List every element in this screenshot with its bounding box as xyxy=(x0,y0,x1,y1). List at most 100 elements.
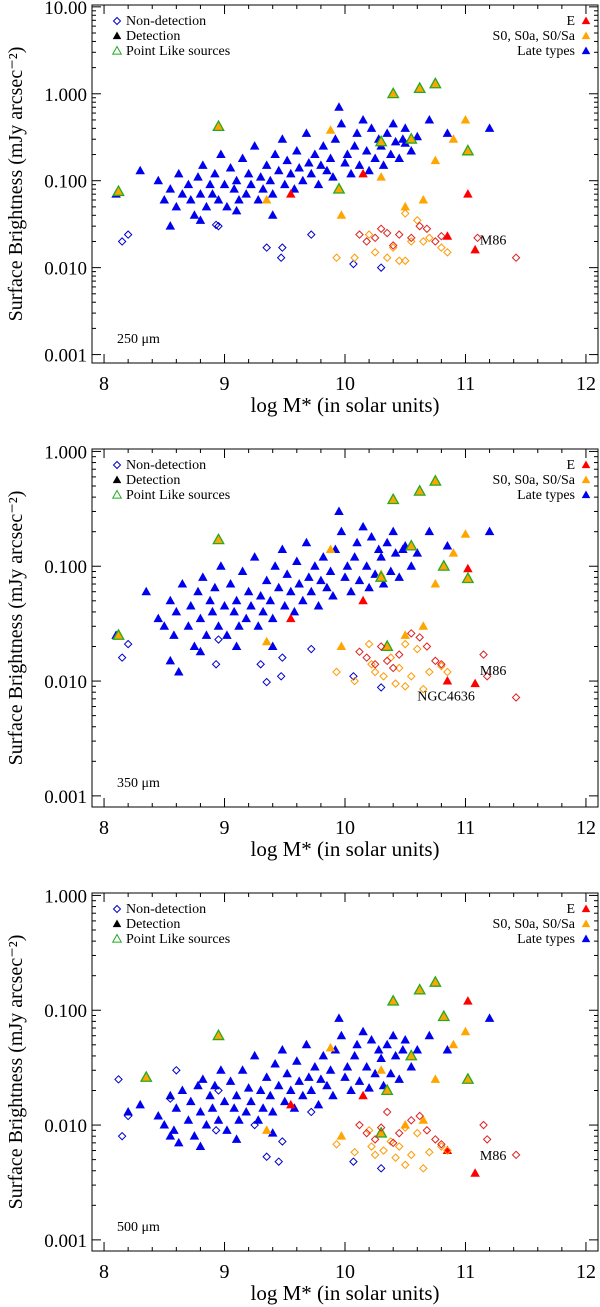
y-tick-label: 0.001 xyxy=(44,346,87,367)
detection-marker xyxy=(442,676,453,685)
data-points xyxy=(114,975,521,1177)
detection-marker xyxy=(322,582,332,592)
detection-marker xyxy=(261,160,272,169)
detection-marker xyxy=(165,221,176,230)
non-detection-marker xyxy=(376,1164,386,1173)
detection-marker xyxy=(330,134,341,143)
non-detection-marker xyxy=(362,237,371,246)
detection-marker xyxy=(280,601,290,610)
annotation-label: NGC4636 xyxy=(417,689,475,704)
non-detection-marker xyxy=(355,230,364,239)
wavelength-label: 250 μm xyxy=(117,332,160,347)
non-detection-marker xyxy=(376,263,386,272)
detection-marker xyxy=(430,155,441,165)
detection-marker xyxy=(193,586,203,596)
detection-marker xyxy=(222,1125,232,1134)
non-detection-marker xyxy=(406,237,416,246)
annotation-label: M86 xyxy=(480,234,506,249)
non-detection-marker xyxy=(355,1120,364,1130)
data-points xyxy=(111,474,521,702)
detection-marker xyxy=(340,1072,350,1081)
non-detection-marker xyxy=(256,659,265,669)
detection-marker xyxy=(394,153,404,163)
detection-marker xyxy=(448,1039,459,1049)
non-detection-marker xyxy=(511,253,521,263)
y-tick-label: 0.010 xyxy=(44,1116,87,1137)
series-non-detection-s0- xyxy=(332,1123,452,1173)
detection-marker xyxy=(216,1065,226,1074)
x-tick-label: 8 xyxy=(99,1261,109,1283)
detection-marker xyxy=(358,168,368,178)
non-detection-marker xyxy=(431,237,440,246)
y-tick-label: 0.001 xyxy=(44,787,87,808)
detection-marker xyxy=(400,123,410,132)
detection-marker xyxy=(201,1120,212,1129)
legend-diamond-icon xyxy=(112,460,122,470)
detection-marker xyxy=(430,1074,441,1083)
detection-marker xyxy=(225,1076,236,1085)
detection-marker xyxy=(229,606,239,616)
non-detection-marker xyxy=(382,656,392,666)
detection-marker xyxy=(253,1115,264,1124)
point-like-marker xyxy=(461,571,475,584)
non-detection-marker xyxy=(262,1152,271,1162)
point-like-marker xyxy=(429,474,442,486)
detection-marker xyxy=(400,138,410,147)
legend-right-label: E xyxy=(566,458,575,473)
detection-marker xyxy=(382,537,392,547)
detection-marker xyxy=(123,1106,133,1116)
detection-marker xyxy=(364,582,374,592)
detection-marker xyxy=(373,544,384,553)
detection-marker xyxy=(265,1090,276,1100)
point-like-marker xyxy=(212,119,225,132)
detection-marker xyxy=(255,172,266,181)
detection-marker xyxy=(349,141,360,150)
data-points xyxy=(111,77,521,272)
legend-right-triangle-icon xyxy=(581,904,591,913)
detection-marker xyxy=(310,561,320,570)
non-detection-marker xyxy=(350,1147,359,1157)
non-detection-marker xyxy=(306,230,316,239)
detection-marker xyxy=(229,184,239,193)
detection-marker xyxy=(352,537,362,547)
detection-marker xyxy=(334,506,344,515)
detection-marker xyxy=(390,136,401,146)
detection-marker xyxy=(336,1030,347,1040)
legend-open-triangle-icon xyxy=(111,45,123,55)
non-detection-marker xyxy=(370,667,380,677)
point-like-marker xyxy=(461,144,475,156)
detection-marker xyxy=(470,1168,480,1177)
detection-marker xyxy=(328,591,338,600)
x-tick-label: 10 xyxy=(335,1261,355,1283)
detection-marker xyxy=(484,526,495,536)
point-like-marker xyxy=(374,135,388,147)
non-detection-marker xyxy=(262,677,271,687)
x-tick-label: 12 xyxy=(576,373,596,395)
detection-marker xyxy=(219,1096,230,1106)
detection-marker xyxy=(289,606,300,616)
legend-left-label: Non-detection xyxy=(126,458,206,473)
non-detection-marker xyxy=(400,639,410,649)
detection-marker xyxy=(189,641,200,650)
wavelength-label: 350 μm xyxy=(117,776,160,791)
non-detection-marker xyxy=(276,253,286,263)
non-detection-marker xyxy=(419,1164,428,1173)
detection-marker xyxy=(330,1045,341,1054)
non-detection-marker xyxy=(278,653,287,662)
series-non-detection-e- xyxy=(355,1107,521,1160)
non-detection-marker xyxy=(415,1111,425,1121)
x-tick-label: 11 xyxy=(456,817,475,839)
detection-marker xyxy=(325,1042,336,1052)
non-detection-marker xyxy=(370,1150,380,1160)
detection-marker xyxy=(210,582,220,592)
detection-marker xyxy=(195,189,206,198)
detection-marker xyxy=(310,1062,320,1071)
detection-marker xyxy=(442,231,453,240)
detection-marker xyxy=(243,168,254,178)
x-axis-label: log M* (in solar units) xyxy=(251,1281,440,1305)
point-like-marker xyxy=(112,184,125,197)
non-detection-marker xyxy=(422,1126,432,1135)
non-detection-marker xyxy=(350,253,359,263)
